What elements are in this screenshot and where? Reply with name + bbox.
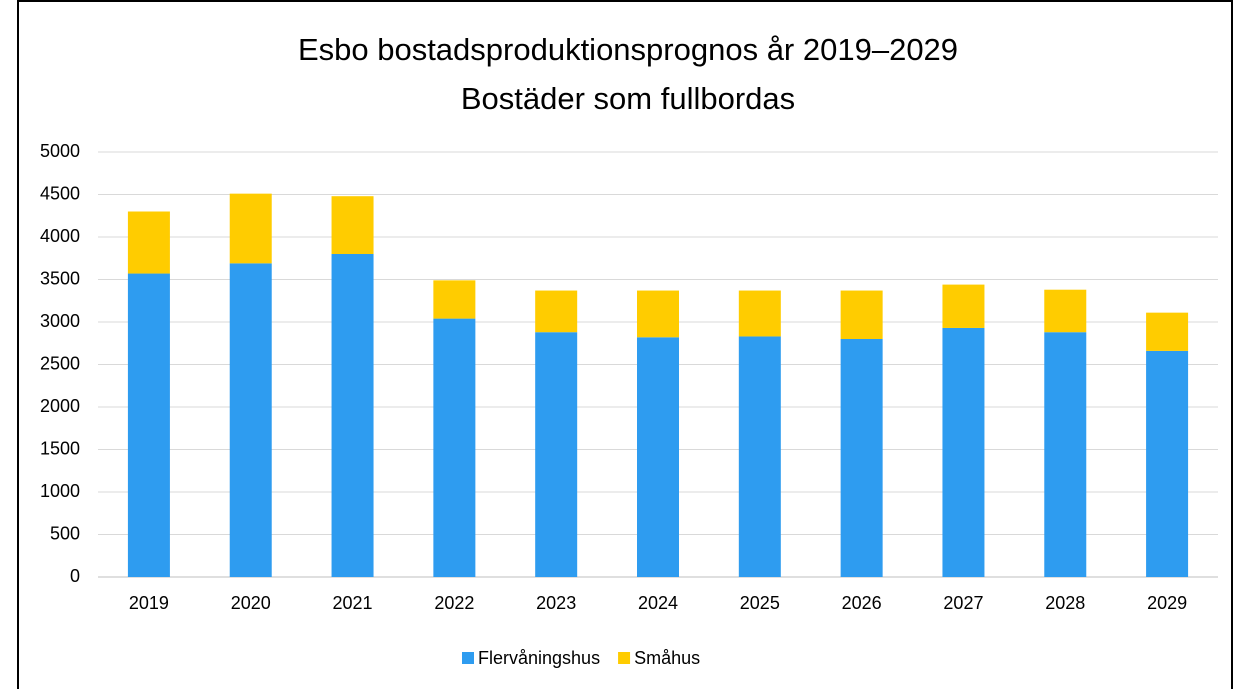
y-tick-label: 4000 (40, 226, 80, 246)
bar-segment (127, 211, 170, 274)
bar-segment (433, 280, 476, 319)
bar-segment (840, 290, 883, 339)
x-tick-label: 2019 (129, 593, 169, 613)
chart-frame (17, 0, 1233, 694)
y-tick-label: 3000 (40, 311, 80, 331)
x-tick-label: 2024 (638, 593, 678, 613)
bar-segment (433, 318, 476, 577)
x-tick-label: 2029 (1147, 593, 1187, 613)
y-tick-label: 2000 (40, 396, 80, 416)
bar-segment (637, 290, 679, 338)
bar-segment (738, 336, 781, 577)
y-tick-label: 1000 (40, 481, 80, 501)
y-tick-label: 5000 (40, 141, 80, 161)
bar-segment (840, 339, 883, 577)
x-tick-label: 2026 (842, 593, 882, 613)
x-tick-label: 2021 (333, 593, 373, 613)
bar-segment (942, 327, 985, 577)
y-tick-label: 1500 (40, 438, 80, 458)
y-tick-label: 2500 (40, 353, 80, 373)
y-tick-label: 4500 (40, 183, 80, 203)
legend-label: Flervåningshus (478, 648, 600, 668)
legend-swatch (618, 652, 631, 664)
x-tick-label: 2023 (536, 593, 576, 613)
bar-segment (1044, 289, 1087, 333)
x-tick-label: 2020 (231, 593, 271, 613)
bar-segment (1146, 312, 1189, 351)
bar-segment (637, 337, 679, 577)
x-tick-label: 2025 (740, 593, 780, 613)
bar-segment (942, 284, 985, 328)
bar-segment (229, 263, 272, 577)
chart-subtitle: Bostäder som fullbordas (461, 81, 795, 116)
y-tick-label: 0 (70, 566, 80, 586)
y-tick-label: 500 (50, 523, 80, 543)
bar-segment (331, 196, 374, 254)
legend-swatch (462, 652, 474, 664)
bar-segment (535, 332, 578, 577)
x-tick-label: 2028 (1045, 593, 1085, 613)
bar-segment (331, 254, 374, 577)
x-tick-label: 2022 (434, 593, 474, 613)
bar-segment (127, 273, 170, 577)
bar-segment (535, 290, 578, 333)
x-tick-label: 2027 (943, 593, 983, 613)
bar-segment (1044, 332, 1087, 577)
bar-segment (1146, 350, 1189, 577)
legend-label: Småhus (634, 648, 700, 668)
y-tick-label: 3500 (40, 268, 80, 288)
bar-segment (738, 290, 781, 337)
chart-title: Esbo bostadsproduktionsprognos år 2019–2… (298, 32, 958, 67)
bar-segment (229, 193, 272, 264)
